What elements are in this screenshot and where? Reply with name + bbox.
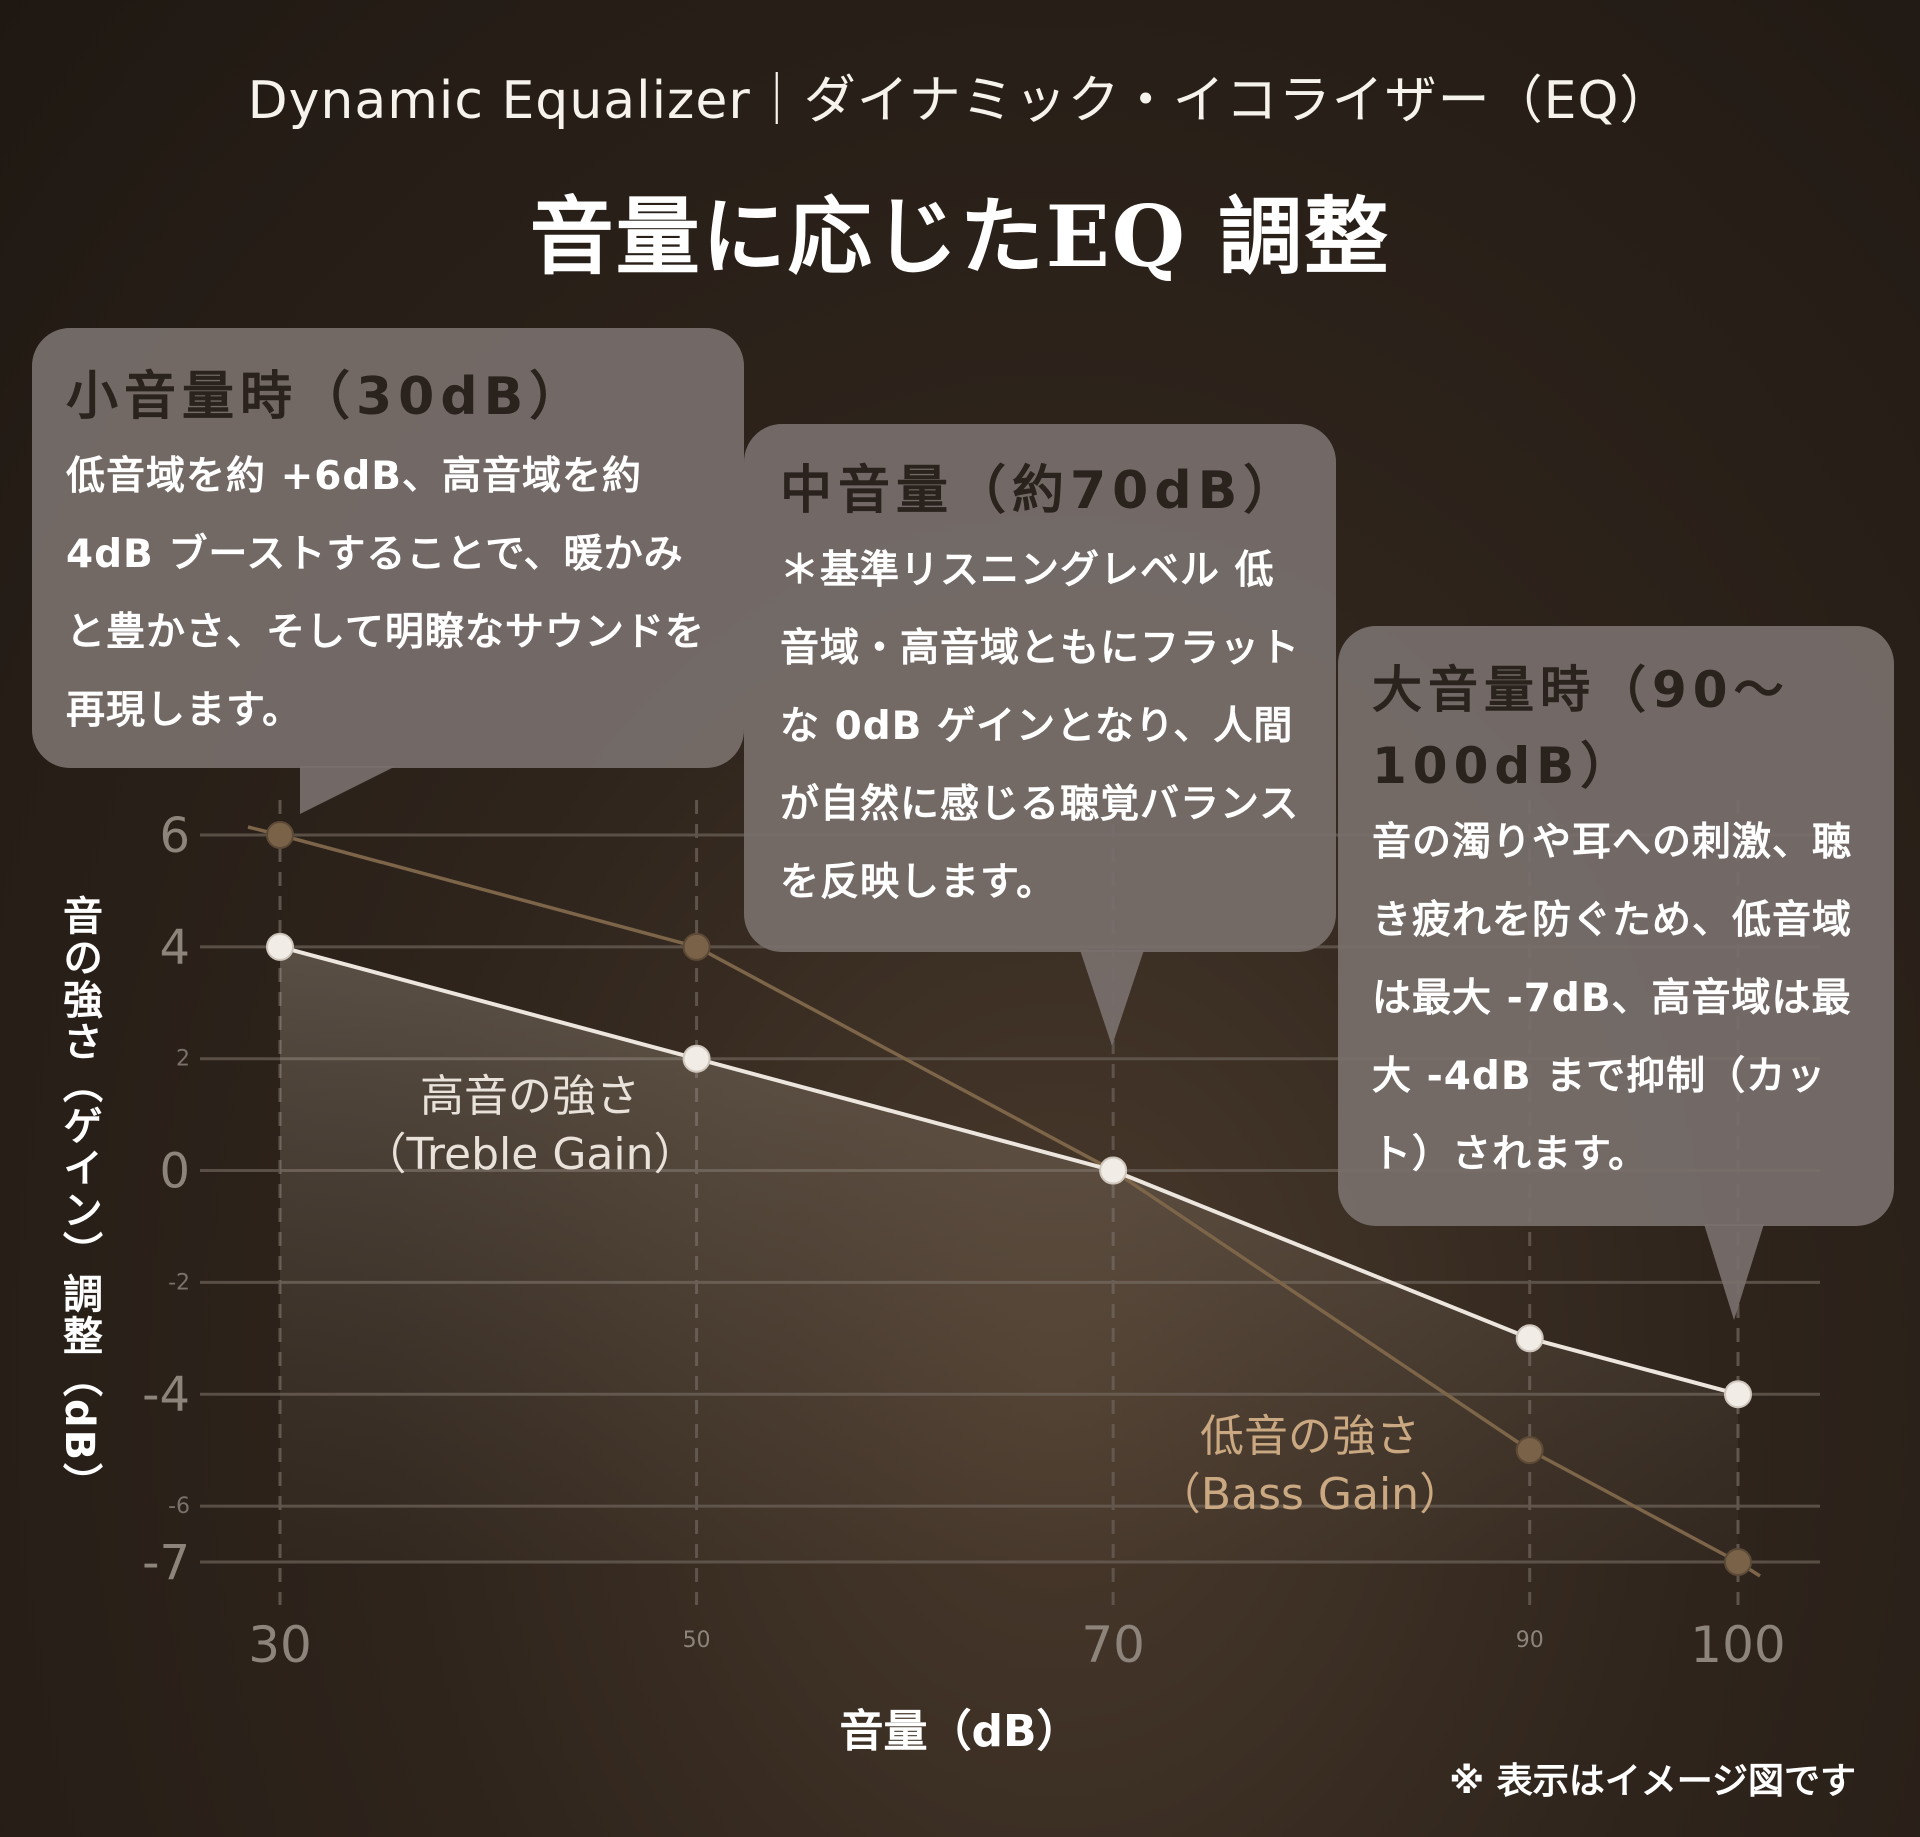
y-tick-0: 0 (159, 1144, 190, 1200)
x-tick-70: 70 (1081, 1616, 1145, 1674)
y-axis-label: 音の強さ（ゲイン）調整（dB） (56, 895, 102, 1505)
high-volume-text: 音の濁りや耳への刺激、聴き疲れを防ぐため、低音域は最大 -7dB、高音域は最大 … (1372, 820, 1853, 1177)
high-volume-bubble: 大音量時（90〜100dB） 音の濁りや耳への刺激、聴き疲れを防ぐため、低音域は… (1338, 626, 1894, 1226)
low-volume-title: 小音量時（30dB） (66, 367, 588, 427)
x-tick-100: 100 (1690, 1616, 1785, 1674)
high-volume-bubble-tail (1704, 1224, 1764, 1320)
mid-volume-title: 中音量（約70dB） (780, 461, 1302, 521)
bass-point-30 (266, 821, 294, 849)
bass-point-50 (682, 932, 711, 961)
y-tick--7: -7 (142, 1535, 190, 1591)
chart-title: 音量に応じたEQ 調整 (529, 187, 1391, 286)
y-tick--6: -6 (168, 1494, 190, 1519)
image-note: ※ 表示はイメージ図です (1449, 1761, 1856, 1802)
y-tick-2: 2 (176, 1047, 190, 1072)
y-tick--4: -4 (142, 1367, 190, 1423)
treble-point-90 (1515, 1324, 1544, 1353)
low-volume-bubble: 小音量時（30dB） 低音域を約 +6dB、高音域を約 4dB ブーストすること… (32, 328, 744, 768)
treble-area (280, 946, 1738, 1562)
low-volume-text: 低音域を約 +6dB、高音域を約 4dB ブーストすることで、暖かみと豊かさ、そ… (66, 454, 705, 733)
treble-point-30 (266, 932, 294, 961)
treble-point-70 (1099, 1156, 1128, 1185)
x-axis-label: 音量（dB） (839, 1706, 1081, 1757)
bass-series-label: 低音の強さ （Bass Gain） (1150, 1408, 1470, 1524)
x-tick-50: 50 (683, 1628, 711, 1653)
treble-point-100 (1724, 1380, 1752, 1409)
bass-point-100 (1724, 1548, 1752, 1576)
chart-subtitle: Dynamic Equalizer｜ダイナミック・イコライザー（EQ） (247, 71, 1673, 131)
y-tick-6: 6 (159, 808, 190, 864)
mid-volume-text: ＊基準リスニングレベル 低音域・高音域ともにフラットな 0dB ゲインとなり、人… (780, 548, 1301, 905)
treble-label-line2: （Treble Gain） (362, 1129, 698, 1180)
y-tick-4: 4 (159, 920, 190, 976)
treble-point-50 (682, 1044, 711, 1073)
bass-point-90 (1515, 1436, 1544, 1465)
mid-volume-bubble-tail (1080, 950, 1144, 1046)
bass-label-line1: 低音の強さ (1200, 1411, 1420, 1462)
mid-volume-bubble: 中音量（約70dB） ＊基準リスニングレベル 低音域・高音域ともにフラットな 0… (744, 424, 1336, 952)
treble-label-line1: 高音の強さ (420, 1071, 640, 1122)
y-tick--2: -2 (168, 1270, 190, 1295)
bass-label-line2: （Bass Gain） (1156, 1469, 1464, 1520)
low-volume-bubble-tail (300, 766, 396, 814)
x-tick-30: 30 (248, 1616, 312, 1674)
treble-series-label: 高音の強さ （Treble Gain） (360, 1068, 700, 1184)
x-tick-90: 90 (1516, 1628, 1544, 1653)
high-volume-title: 大音量時（90〜100dB） (1372, 661, 1790, 795)
